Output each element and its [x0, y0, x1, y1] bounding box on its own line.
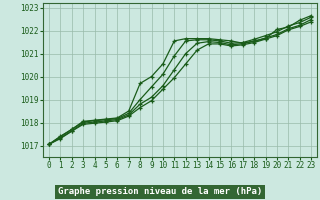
Text: Graphe pression niveau de la mer (hPa): Graphe pression niveau de la mer (hPa) [58, 188, 262, 196]
